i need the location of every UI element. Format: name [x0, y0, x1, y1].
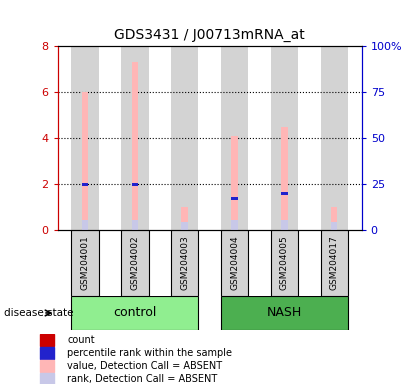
Bar — [271, 46, 298, 230]
Text: GSM204005: GSM204005 — [280, 236, 289, 290]
Bar — [132, 183, 138, 186]
Text: GSM204003: GSM204003 — [180, 236, 189, 290]
Text: GSM204004: GSM204004 — [230, 236, 239, 290]
Bar — [281, 127, 288, 230]
Bar — [281, 192, 288, 195]
Bar — [221, 230, 248, 296]
Bar — [231, 220, 238, 230]
Bar — [40, 373, 54, 384]
Text: NASH: NASH — [267, 306, 302, 319]
Bar — [171, 230, 199, 296]
Bar — [271, 230, 298, 296]
Bar — [132, 220, 138, 230]
Bar — [221, 46, 248, 230]
Bar — [71, 230, 99, 296]
Bar — [281, 220, 288, 230]
Bar — [82, 183, 88, 186]
Text: count: count — [67, 335, 95, 345]
Title: GDS3431 / J00713mRNA_at: GDS3431 / J00713mRNA_at — [114, 28, 305, 42]
Text: GSM204001: GSM204001 — [81, 236, 90, 290]
Bar — [231, 136, 238, 230]
Text: value, Detection Call = ABSENT: value, Detection Call = ABSENT — [67, 361, 222, 371]
Text: disease state: disease state — [4, 308, 74, 318]
Bar — [40, 347, 54, 359]
Bar — [121, 46, 148, 230]
Bar — [331, 207, 337, 230]
Bar — [231, 197, 238, 200]
Bar — [181, 207, 188, 230]
Text: GSM204002: GSM204002 — [130, 236, 139, 290]
Bar — [82, 220, 88, 230]
Bar — [221, 296, 348, 330]
Text: percentile rank within the sample: percentile rank within the sample — [67, 348, 232, 358]
Bar — [181, 222, 188, 230]
Bar — [321, 46, 348, 230]
Bar — [82, 92, 88, 230]
Bar — [40, 360, 54, 372]
Text: control: control — [113, 306, 157, 319]
Bar — [132, 62, 138, 230]
Bar — [40, 334, 54, 346]
Bar — [121, 230, 148, 296]
Text: rank, Detection Call = ABSENT: rank, Detection Call = ABSENT — [67, 374, 218, 384]
Text: GSM204017: GSM204017 — [330, 236, 339, 290]
Bar — [71, 46, 99, 230]
Bar — [71, 296, 199, 330]
Bar — [321, 230, 348, 296]
Bar — [331, 222, 337, 230]
Bar — [171, 46, 199, 230]
